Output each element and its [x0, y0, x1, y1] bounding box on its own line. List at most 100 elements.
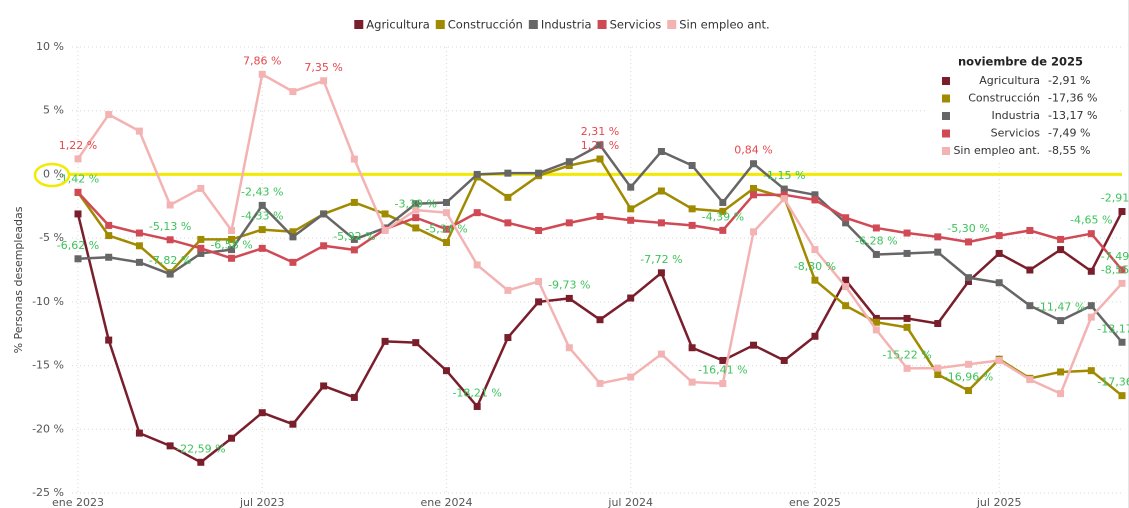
point	[1087, 230, 1095, 238]
point	[473, 170, 481, 178]
point	[596, 155, 604, 163]
y-tick-label: 5 %	[43, 104, 64, 117]
legend-label: Construcción	[448, 18, 523, 32]
point	[995, 356, 1003, 364]
point	[903, 323, 911, 331]
panel-name: Construcción	[968, 92, 1040, 105]
legend-label: Industria	[541, 18, 592, 32]
point	[535, 169, 543, 177]
point	[811, 246, 819, 254]
y-tick-label: 10 %	[36, 40, 64, 53]
point	[657, 269, 665, 277]
point	[228, 226, 236, 234]
point	[412, 224, 420, 232]
point	[657, 350, 665, 358]
point	[934, 370, 942, 378]
point	[473, 261, 481, 269]
data-label: -5,30 %	[947, 222, 989, 235]
point	[412, 214, 420, 222]
point	[320, 242, 328, 250]
point	[1057, 317, 1065, 325]
point	[842, 214, 850, 222]
point	[688, 221, 696, 229]
legend-label: Agricultura	[366, 18, 429, 32]
y-tick-label: -5 %	[39, 231, 64, 244]
data-label: -7,82 %	[149, 254, 191, 267]
data-label: -3,39 %	[395, 198, 437, 211]
data-label: 7,35 %	[304, 61, 342, 74]
data-label: -8,55 %	[1101, 263, 1129, 276]
data-label: -18,21 %	[452, 386, 501, 399]
point	[473, 209, 481, 217]
point	[657, 147, 665, 155]
y-axis-label: % Personas desempleadas	[12, 206, 25, 353]
panel-value: -17,36 %	[1048, 92, 1097, 105]
data-label: -4,39 %	[702, 210, 744, 223]
data-label: -6,58 %	[210, 238, 252, 251]
point	[1087, 313, 1095, 321]
point	[1057, 368, 1065, 376]
point	[258, 409, 266, 417]
point	[166, 442, 174, 450]
point	[565, 294, 573, 302]
y-tick-label: -10 %	[32, 295, 64, 308]
point	[320, 210, 328, 218]
data-label: -15,22 %	[882, 348, 931, 361]
data-label: -22,59 %	[176, 442, 225, 455]
point	[473, 402, 481, 410]
point	[258, 201, 266, 209]
legend: Agricultura Construcción Industria Servicio…	[354, 18, 770, 32]
point	[442, 198, 450, 206]
point	[197, 184, 205, 192]
legend-label: Servicios	[610, 18, 662, 32]
point	[811, 276, 819, 284]
point	[719, 356, 727, 364]
point	[565, 219, 573, 227]
point	[504, 286, 512, 294]
data-label: -4,65 %	[1070, 214, 1112, 227]
point	[1118, 338, 1126, 346]
point	[412, 339, 420, 347]
point	[1087, 267, 1095, 275]
data-label: -7,49 %	[1101, 250, 1129, 263]
data-label: -5,92 %	[333, 230, 375, 243]
point	[780, 185, 788, 193]
point	[688, 378, 696, 386]
point	[535, 298, 543, 306]
point	[964, 238, 972, 246]
point	[934, 248, 942, 256]
point	[442, 367, 450, 375]
point	[780, 191, 788, 199]
point	[350, 246, 358, 254]
x-tick-label: ene 2024	[420, 496, 472, 508]
point	[934, 320, 942, 328]
point	[842, 302, 850, 310]
panel-bg	[928, 50, 1118, 162]
point	[197, 244, 205, 252]
legend-swatch	[667, 20, 677, 29]
point	[442, 209, 450, 217]
grid: 10 %5 %0 %-5 %-10 %-15 %-20 %-25 %ene 20…	[32, 40, 1122, 508]
x-tick-label: ene 2025	[789, 496, 841, 508]
data-label: -1,15 %	[763, 169, 805, 182]
point	[289, 258, 297, 266]
point	[872, 326, 880, 334]
point	[412, 206, 420, 214]
point	[964, 360, 972, 368]
point	[1057, 246, 1065, 254]
data-label: 7,86 %	[243, 54, 281, 67]
point	[350, 393, 358, 401]
point	[135, 229, 143, 237]
data-label: -2,91 %	[1101, 192, 1129, 205]
point	[258, 70, 266, 78]
point	[135, 242, 143, 250]
point	[903, 249, 911, 257]
panel-name: Sin empleo ant.	[953, 144, 1040, 157]
point	[750, 341, 758, 349]
data-label: -11,47 %	[1036, 301, 1085, 314]
point	[627, 205, 635, 213]
point	[903, 314, 911, 322]
x-tick-label: ene 2023	[52, 496, 104, 508]
point	[105, 221, 113, 229]
point	[688, 205, 696, 213]
